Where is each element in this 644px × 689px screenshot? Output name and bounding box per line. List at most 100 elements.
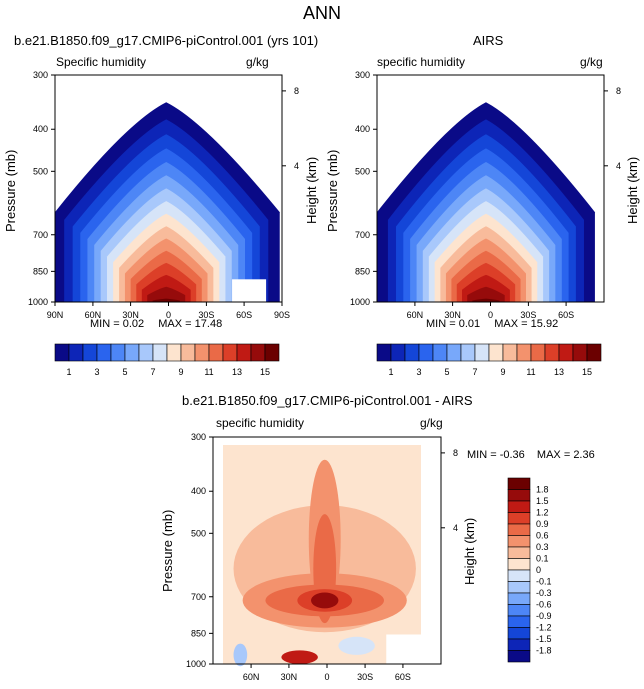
diff-colorbar-label-14: -1.8 — [536, 646, 552, 656]
diff-ytick-label-0: 300 — [191, 432, 206, 442]
diff-colorbar-cell-15 — [507, 650, 531, 663]
diff-stats: MIN = -0.36 MAX = 2.36 — [467, 449, 595, 461]
obs-colorbar-label-3: 7 — [472, 367, 477, 377]
diff-y2tick-label-0: 8 — [453, 448, 458, 458]
diff-colorbar-label-6: 0.1 — [536, 554, 549, 564]
model-panel-title: b.e21.B1850.f09_g17.CMIP6-piControl.001 … — [14, 33, 319, 48]
obs-xtick-label-4: 60S — [558, 310, 574, 320]
model-colorbar-label-3: 7 — [150, 367, 155, 377]
diff-xtick-label-0: 60N — [243, 672, 260, 682]
obs-xtick-label-1: 30N — [444, 310, 461, 320]
obs-colorbar-label-4: 9 — [500, 367, 505, 377]
model-ytick-label-0: 300 — [33, 70, 48, 80]
diff-colorbar-cell-2 — [507, 500, 531, 513]
model-colorbar-cell-15 — [264, 343, 280, 362]
model-xtick-label-2: 30N — [122, 310, 139, 320]
obs-colorbar-label-5: 11 — [526, 367, 535, 377]
diff-colorbar-label-2: 1.2 — [536, 508, 549, 518]
model-ytick-label-5: 1000 — [28, 297, 48, 307]
obs-xtick-label-0: 60N — [407, 310, 424, 320]
model-ytick-label-2: 500 — [33, 166, 48, 176]
obs-stats: MIN = 0.01 MAX = 15.92 — [426, 318, 558, 330]
diff-xtick-label-3: 30S — [357, 672, 373, 682]
obs-ytick-label-4: 850 — [355, 266, 370, 276]
diff-colorbar-label-0: 1.8 — [536, 485, 549, 495]
diff-ytick-label-2: 500 — [191, 528, 206, 538]
model-xtick-label-6: 90S — [274, 310, 290, 320]
model-xtick-label-0: 90N — [47, 310, 64, 320]
model-units: g/kg — [246, 55, 269, 69]
model-min-label: MIN = — [90, 318, 120, 330]
diff-xtick-label-2: 0 — [324, 672, 329, 682]
model-var-label: Specific humidity — [56, 55, 147, 69]
obs-ytick-label-1: 400 — [355, 124, 370, 134]
obs-ytick-label-3: 700 — [355, 230, 370, 240]
diff-contour-blob-8 — [233, 643, 248, 667]
obs-max-label: MAX = — [494, 318, 528, 330]
model-max-value: 17.48 — [194, 318, 223, 330]
diff-colorbar-cell-7 — [507, 558, 531, 571]
diff-ytick-label-4: 850 — [191, 628, 206, 638]
obs-colorbar-label-0: 1 — [388, 367, 393, 377]
obs-colorbar-label-7: 15 — [582, 367, 592, 377]
model-ytick-label-1: 400 — [33, 124, 48, 134]
diff-contour-blob-7 — [281, 650, 318, 664]
diff-colorbar-cell-14 — [507, 638, 531, 651]
model-colorbar-label-0: 1 — [66, 367, 71, 377]
diff-colorbar-label-8: -0.1 — [536, 577, 552, 587]
model-ytick-label-3: 700 — [33, 230, 48, 240]
obs-y2tick-label-0: 8 — [616, 86, 621, 96]
diff-colorbar-cell-4 — [507, 523, 531, 536]
diff-colorbar-label-13: -1.5 — [536, 634, 552, 644]
diff-colorbar-cell-3 — [507, 512, 531, 525]
model-xtick-label-5: 60S — [236, 310, 252, 320]
diff-colorbar-cell-9 — [507, 581, 531, 594]
obs-units: g/kg — [580, 55, 603, 69]
obs-panel-title: AIRS — [473, 33, 504, 48]
diff-max-label: MAX = — [536, 449, 571, 461]
diff-colorbar-cell-1 — [507, 489, 531, 502]
diff-colorbar-cell-12 — [507, 615, 531, 628]
model-contour-level-14 — [147, 286, 186, 302]
model-colorbar-label-2: 5 — [122, 367, 127, 377]
obs-contour-level-14 — [467, 286, 505, 302]
diff-xtick-label-1: 30N — [281, 672, 298, 682]
model-max-label: MAX = — [158, 318, 192, 330]
diff-colorbar-cell-10 — [507, 592, 531, 605]
diff-colorbar-label-12: -1.2 — [536, 623, 552, 633]
diff-min-label: MIN = — [467, 449, 497, 461]
model-min-value: 0.02 — [122, 318, 145, 330]
model-stats: MIN = 0.02 MAX = 17.48 — [90, 318, 222, 330]
diff-colorbar-label-10: -0.6 — [536, 600, 552, 610]
diff-colorbar-label-3: 0.9 — [536, 519, 549, 529]
diff-xtick-label-4: 60S — [395, 672, 411, 682]
model-colorbar-label-6: 13 — [232, 367, 242, 377]
diff-contour-blob-6 — [311, 592, 339, 609]
obs-xtick-label-2: 0 — [488, 310, 493, 320]
diff-ytick-label-5: 1000 — [186, 659, 206, 669]
diff-missing-data — [386, 634, 428, 664]
obs-colorbar-label-6: 13 — [554, 367, 564, 377]
model-colorbar-label-4: 9 — [178, 367, 183, 377]
model-y2tick-label-0: 8 — [294, 86, 299, 96]
diff-colorbar-label-1: 1.5 — [536, 496, 549, 506]
model-colorbar-label-1: 3 — [94, 367, 99, 377]
obs-xtick-label-3: 30S — [520, 310, 536, 320]
model-colorbar-label-7: 15 — [260, 367, 270, 377]
diff-contour-blob-9 — [338, 636, 375, 655]
obs-colorbar-label-1: 3 — [416, 367, 421, 377]
obs-min-label: MIN = — [426, 318, 456, 330]
diff-colorbar-cell-5 — [507, 535, 531, 548]
model-xtick-label-1: 60N — [85, 310, 102, 320]
diff-colorbar-label-4: 0.6 — [536, 531, 549, 541]
diff-panel-title: b.e21.B1850.f09_g17.CMIP6-piControl.001 … — [182, 393, 473, 408]
diff-y2tick-label-1: 4 — [453, 523, 458, 533]
figure-title: ANN — [302, 3, 341, 23]
diff-colorbar-label-9: -0.3 — [536, 588, 552, 598]
obs-colorbar-cell-15 — [586, 343, 602, 362]
diff-colorbar-label-11: -0.9 — [536, 611, 552, 621]
obs-ytick-label-2: 500 — [355, 166, 370, 176]
diff-var-label: specific humidity — [216, 416, 305, 430]
